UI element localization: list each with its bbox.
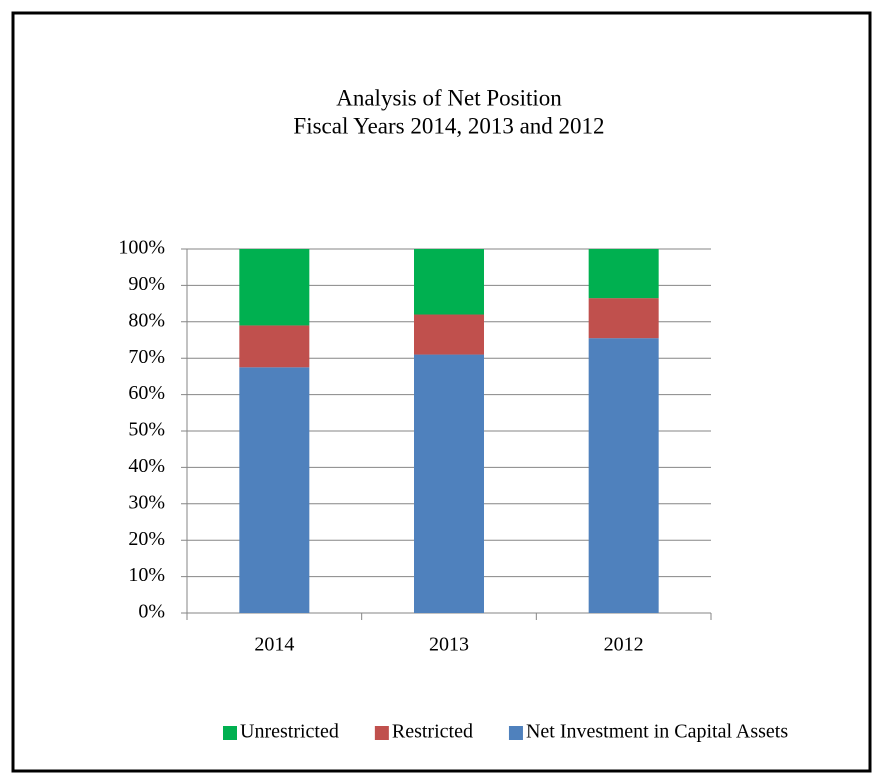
bar-segment <box>414 249 484 315</box>
bar-segment <box>414 354 484 613</box>
bar-segment <box>588 249 659 299</box>
y-tick-label: 0% <box>138 601 165 623</box>
bar-segment <box>588 338 659 613</box>
bar-segment <box>588 298 659 339</box>
y-tick-label: 20% <box>128 528 165 550</box>
y-tick-label: 60% <box>128 382 165 404</box>
y-tick-label: 10% <box>128 564 165 586</box>
legend-swatch <box>374 726 389 740</box>
x-tick-label: 2014 <box>254 634 294 656</box>
y-tick-label: 30% <box>128 491 165 513</box>
chart-subtitle: Fiscal Years 2014, 2013 and 2012 <box>293 113 604 138</box>
y-tick-label: 100% <box>118 237 165 259</box>
legend-label: Unrestricted <box>240 721 339 743</box>
legend-swatch <box>508 726 523 740</box>
y-tick-label: 80% <box>128 309 165 331</box>
bar-segment <box>239 249 310 326</box>
chart-title: Analysis of Net Position <box>336 85 562 110</box>
y-tick-label: 90% <box>128 273 165 295</box>
y-tick-label: 50% <box>128 419 165 441</box>
y-tick-label: 40% <box>128 455 165 477</box>
bar-segment <box>414 314 484 355</box>
bar-segment <box>239 367 310 613</box>
legend-swatch <box>223 726 237 740</box>
y-tick-label: 70% <box>128 346 165 368</box>
x-tick-label: 2013 <box>429 634 469 656</box>
legend-label: Restricted <box>392 721 473 743</box>
x-tick-label: 2012 <box>604 634 644 656</box>
legend-label: Net Investment in Capital Assets <box>526 721 788 743</box>
bar-segment <box>239 325 310 368</box>
